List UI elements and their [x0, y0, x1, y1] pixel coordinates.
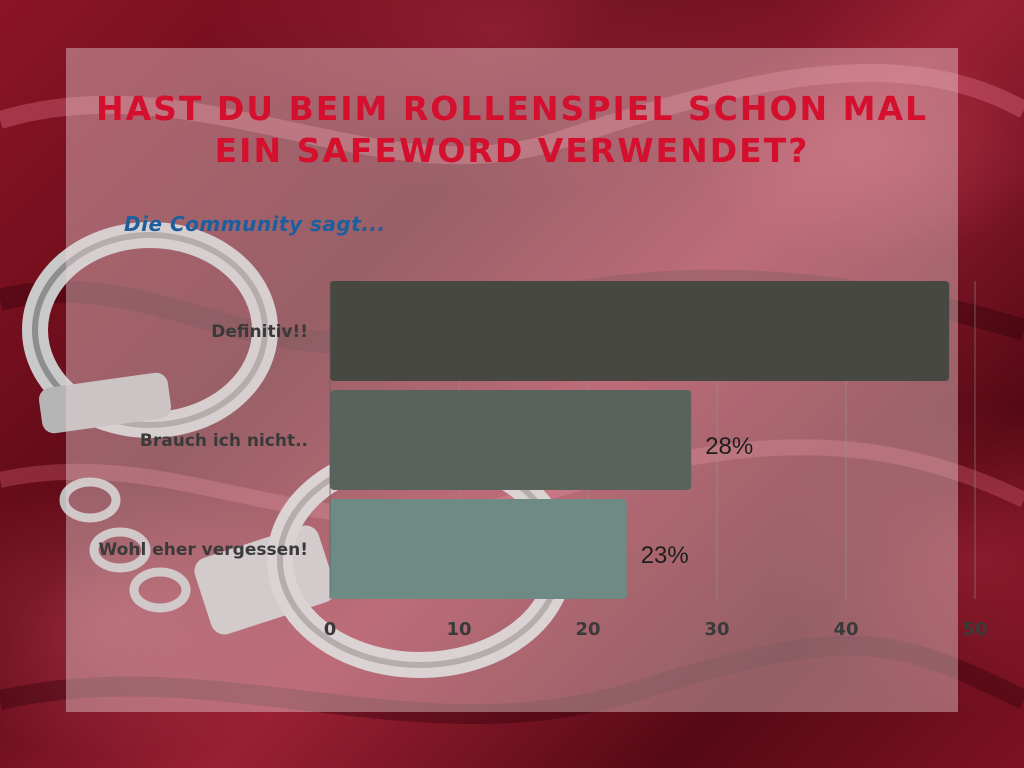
bar-1: [330, 281, 950, 381]
bar-3: [330, 499, 627, 599]
chart-subtitle: Die Community sagt...: [124, 212, 386, 236]
x-tick-label-30: 30: [704, 619, 729, 640]
x-tick-label-40: 40: [833, 619, 858, 640]
category-label-1: Definitiv!!: [211, 322, 308, 342]
x-tick-label-0: 0: [324, 619, 337, 640]
category-label-3: Wohl eher vergessen!: [99, 540, 308, 560]
x-tick-label-50: 50: [962, 619, 987, 640]
value-label-2: 28%: [705, 433, 753, 460]
category-label-2: Brauch ich nicht..: [140, 431, 308, 451]
bar-2: [330, 390, 692, 490]
value-label-3: 23%: [641, 542, 689, 569]
chart-title: Hast du beim Rollenspiel schon mal ein S…: [95, 89, 929, 170]
x-tick-label-10: 10: [446, 619, 471, 640]
x-tick-label-20: 20: [575, 619, 600, 640]
